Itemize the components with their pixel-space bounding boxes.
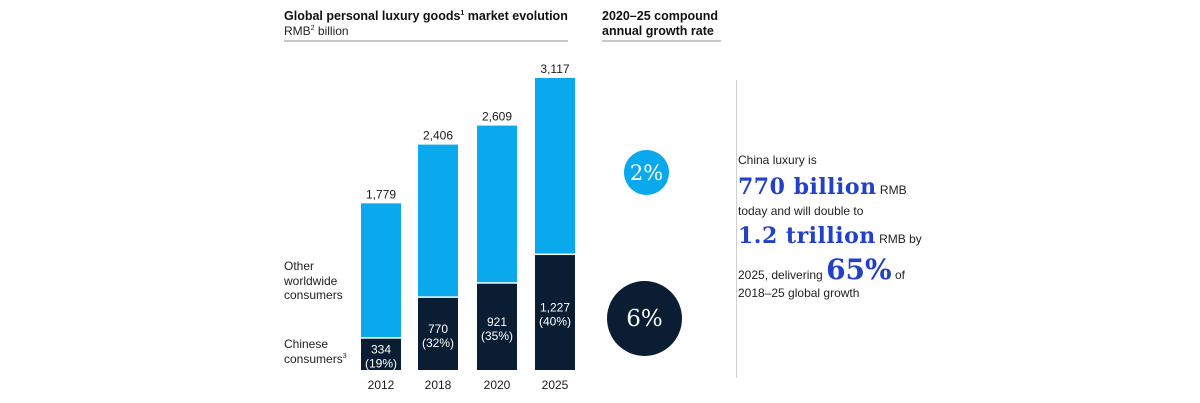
legend-chinese-line2: consumers: [284, 351, 343, 366]
callout-rmb-1: RMB: [876, 183, 907, 197]
cagr-chinese-circle: 6%: [607, 281, 682, 356]
callout-1-2-trillion: 1.2 trillion: [738, 223, 876, 249]
footnote-2: 2: [310, 25, 315, 32]
x-tick-label-2020: 2020: [484, 378, 511, 392]
callout-rmb-by: RMB by: [875, 232, 922, 246]
bar-other-2018: [418, 144, 458, 297]
chinese-share-2018: (32%): [422, 336, 454, 350]
chart-subtitle: RMB2 billion: [284, 24, 349, 38]
bar-chinese-2020: [477, 283, 517, 370]
chinese-share-2020: (35%): [481, 329, 513, 343]
chinese-share-2012: (19%): [365, 356, 397, 370]
total-label-2018: 2,406: [423, 129, 453, 143]
bar-other-2025: [535, 78, 575, 254]
bar-chinese-2025: [535, 255, 575, 370]
callout-line-1: China luxury is: [738, 153, 817, 167]
bar-other-2012: [361, 203, 401, 338]
chinese-value-2020: 921: [487, 315, 507, 329]
total-label-2025: 3,117: [540, 62, 569, 76]
cagr-other-circle: 2%: [624, 150, 669, 195]
bar-chinese-2018: [418, 297, 458, 370]
cagr-header-line2: annual growth rate: [602, 24, 714, 38]
chinese-value-2012: 334: [371, 342, 391, 356]
chart-title-tail: market evolution: [464, 9, 568, 23]
subtitle-tail: billion: [314, 24, 349, 38]
bar-chinese-2012: [361, 338, 401, 370]
vertical-divider: [736, 80, 737, 378]
china-luxury-callout: China luxury is 770 billion RMB today an…: [738, 152, 938, 301]
callout-line-6: 2018–25 global growth: [738, 286, 860, 300]
callout-65-percent: 65%: [826, 253, 892, 286]
chart-title: Global personal luxury goods1 market evo…: [284, 9, 568, 24]
x-tick-label-2018: 2018: [425, 378, 452, 392]
cagr-header-line1: 2020–25 compound: [602, 9, 719, 23]
chart-title-text: Global personal luxury goods: [284, 9, 461, 23]
x-tick-label-2012: 2012: [368, 378, 395, 392]
total-label-2012: 1,779: [366, 187, 396, 201]
bar-other-2020: [477, 125, 517, 283]
legend-other-consumers: Other worldwide consumers: [284, 259, 343, 303]
chinese-value-2018: 770: [428, 322, 448, 336]
legend-chinese-line1: Chinese: [284, 337, 329, 351]
subtitle-unit: RMB: [284, 24, 311, 38]
total-label-2020: 2,609: [482, 110, 512, 124]
chinese-share-2025: (40%): [539, 315, 571, 329]
legend-other-line3: consumers: [284, 288, 343, 302]
callout-of: of: [891, 268, 905, 282]
callout-2025-delivering: 2025, delivering: [738, 268, 827, 282]
title-divider: [284, 40, 568, 42]
legend-chinese-consumers: Chinese consumers3: [284, 337, 347, 366]
footnote-3: 3: [342, 352, 347, 360]
chinese-value-2025: 1,227: [540, 301, 570, 315]
cagr-header: 2020–25 compound annual growth rate: [602, 9, 718, 39]
legend-other-line2: worldwide: [284, 273, 338, 288]
cagr-divider: [602, 40, 721, 42]
callout-line-3: today and will double to: [738, 204, 864, 218]
x-tick-label-2025: 2025: [542, 378, 569, 392]
cagr-other-value: 2%: [629, 160, 664, 185]
cagr-chinese-value: 6%: [626, 305, 663, 332]
legend-other-line1: Other: [284, 259, 315, 273]
callout-770-billion: 770 billion: [738, 174, 877, 200]
footnote-1: 1: [460, 9, 465, 17]
